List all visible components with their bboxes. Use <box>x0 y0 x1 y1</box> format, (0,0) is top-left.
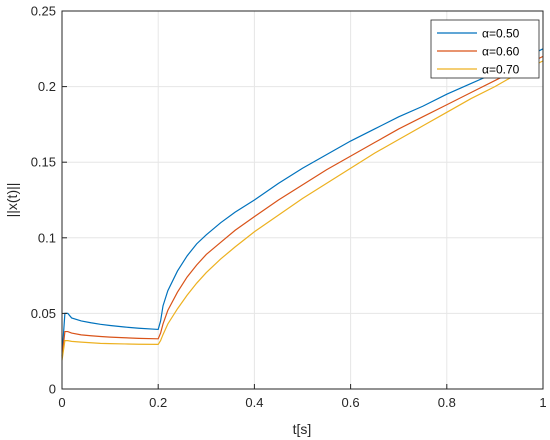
legend-label-3: α=0.70 <box>482 63 520 77</box>
legend-label-1: α=0.50 <box>482 27 520 41</box>
plot-frame <box>61 10 544 390</box>
y-axis-label: ||x(t)|| <box>4 183 20 218</box>
y-tick-label: 0.05 <box>31 306 56 321</box>
x-tick-label: 0.8 <box>438 395 456 410</box>
legend: α=0.50 α=0.60 α=0.70 <box>430 19 540 79</box>
y-tick-label: 0.25 <box>31 4 56 19</box>
y-tick-label: 0.2 <box>38 79 56 94</box>
y-tick-label: 0.15 <box>31 155 56 170</box>
y-axis-ticks: 0 0.05 0.1 0.15 0.2 0.25 <box>31 4 67 397</box>
x-tick-label: 0.4 <box>245 395 263 410</box>
series-line-1 <box>61 48 544 356</box>
y-tick-label: 0 <box>49 382 56 397</box>
x-tick-label: 1 <box>539 395 546 410</box>
x-tick-label: 0.6 <box>342 395 360 410</box>
series-layer <box>61 48 544 361</box>
x-tick-label: 0.2 <box>149 395 167 410</box>
y-tick-label: 0.1 <box>38 230 56 245</box>
series-line-2 <box>61 55 544 358</box>
x-tick-label: 0 <box>58 395 65 410</box>
series-line-3 <box>61 60 544 361</box>
x-axis-ticks: 0 0.2 0.4 0.6 0.8 1 <box>58 384 547 410</box>
legend-label-2: α=0.60 <box>482 45 520 59</box>
legend-box <box>430 19 540 79</box>
x-axis-label: t[s] <box>293 421 312 437</box>
